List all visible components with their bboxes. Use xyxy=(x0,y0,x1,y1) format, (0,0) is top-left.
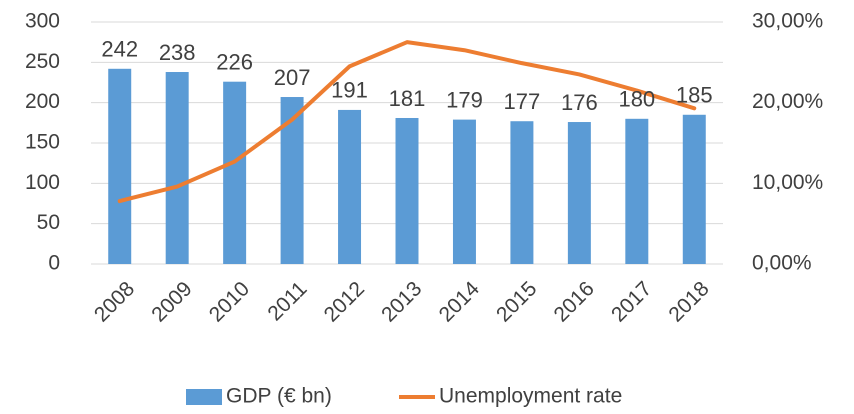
data-label: 238 xyxy=(159,40,196,65)
y2-tick-label: 0,00% xyxy=(752,252,812,275)
bar xyxy=(395,117,419,264)
bar xyxy=(280,97,304,265)
data-label: 181 xyxy=(389,86,426,111)
y2-tick-label: 30,00% xyxy=(752,10,823,33)
x-tick-label: 2018 xyxy=(664,277,713,326)
legend-label: GDP (€ bn) xyxy=(226,385,332,408)
y-tick-label: 250 xyxy=(25,50,60,73)
x-tick-label: 2008 xyxy=(90,277,139,326)
x-tick-label: 2013 xyxy=(377,277,426,326)
data-label: 207 xyxy=(274,65,311,90)
y-tick-label: 50 xyxy=(37,211,60,234)
line xyxy=(117,40,697,204)
x-tick-label: 2010 xyxy=(205,277,254,326)
x-tick-label: 2016 xyxy=(550,277,599,326)
y2-tick-label: 10,00% xyxy=(752,171,823,194)
data-label: 177 xyxy=(504,89,541,114)
data-label: 179 xyxy=(446,87,483,112)
y2-tick-label: 20,00% xyxy=(752,90,823,113)
data-label: 176 xyxy=(561,90,598,115)
bar xyxy=(510,121,534,264)
data-label: 226 xyxy=(216,50,253,75)
bar xyxy=(682,114,706,265)
bar xyxy=(567,122,591,264)
bar xyxy=(223,81,247,265)
data-label: 180 xyxy=(618,87,655,112)
x-tick-label: 2009 xyxy=(147,277,196,326)
bar xyxy=(452,119,476,265)
legend-label: Unemployment rate xyxy=(439,385,622,408)
legend-swatch xyxy=(186,389,222,405)
x-tick-label: 2015 xyxy=(492,277,541,326)
y-tick-label: 0 xyxy=(48,252,60,275)
bar xyxy=(338,109,362,264)
data-label: 191 xyxy=(331,78,368,103)
bar xyxy=(165,72,189,264)
y-tick-label: 200 xyxy=(25,90,60,113)
y-tick-label: 300 xyxy=(25,10,60,33)
data-label: 242 xyxy=(101,37,138,62)
x-tick-label: 2014 xyxy=(435,277,485,327)
y-tick-label: 100 xyxy=(25,171,60,194)
x-tick-label: 2011 xyxy=(263,277,311,325)
bar xyxy=(108,68,132,264)
y-tick-label: 150 xyxy=(25,131,60,154)
data-label: 185 xyxy=(676,83,713,108)
x-tick-label: 2017 xyxy=(607,277,656,326)
bar xyxy=(625,118,649,264)
x-tick-label: 2012 xyxy=(320,277,369,326)
